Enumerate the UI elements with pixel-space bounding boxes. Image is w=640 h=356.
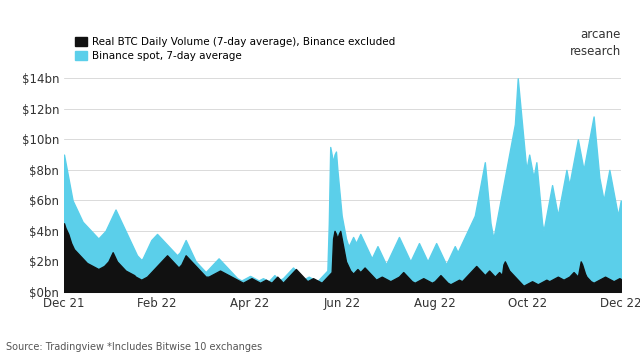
Text: Source: Tradingview *Includes Bitwise 10 exchanges: Source: Tradingview *Includes Bitwise 10… [6,342,262,352]
Text: arcane
research: arcane research [570,28,621,58]
Legend: Real BTC Daily Volume (7-day average), Binance excluded, Binance spot, 7-day ave: Real BTC Daily Volume (7-day average), B… [75,37,396,61]
